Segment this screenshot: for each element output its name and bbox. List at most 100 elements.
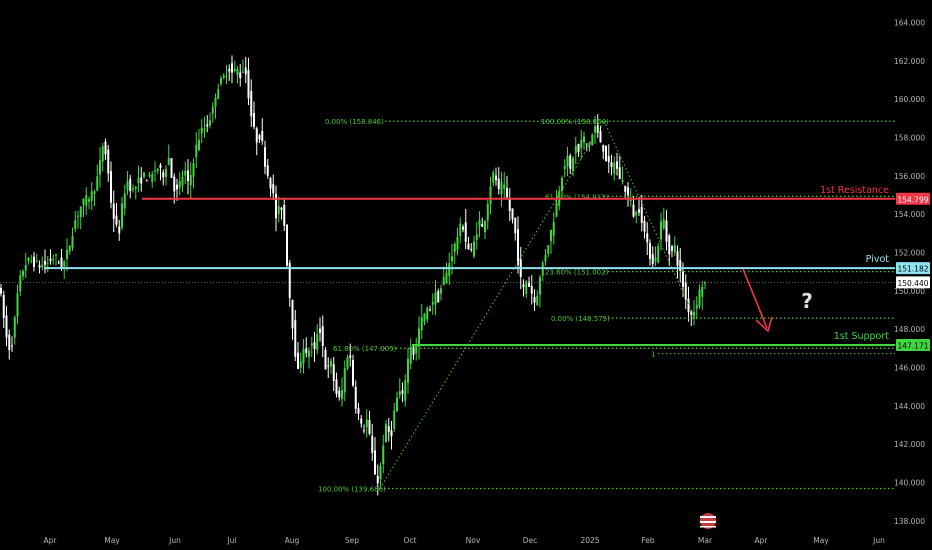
1st-support-label: 1st Support — [834, 331, 890, 342]
annotations: ? — [700, 268, 813, 529]
candle-down — [294, 320, 297, 357]
candle-up — [66, 249, 68, 259]
x-tick-label: Jun — [168, 536, 181, 545]
candle-up — [484, 220, 486, 233]
y-tick-label: 152.000 — [894, 248, 925, 257]
candle-down — [464, 222, 467, 242]
candle-up — [233, 68, 236, 71]
candle-down — [313, 342, 316, 349]
candle-up — [541, 262, 544, 276]
candle-down — [354, 386, 357, 409]
x-tick-label: Jul — [226, 536, 236, 545]
candle-up — [415, 344, 418, 354]
candle-up — [341, 390, 343, 399]
candle-up — [35, 260, 38, 262]
candle-up — [445, 272, 448, 283]
candle-down — [528, 281, 530, 287]
candle-up — [552, 221, 555, 236]
candle-up — [629, 199, 632, 201]
y-tick-label: 146.000 — [894, 363, 925, 372]
candle-up — [299, 361, 302, 368]
candle-up — [396, 397, 398, 412]
candle-down — [624, 186, 627, 192]
candle-up — [181, 176, 184, 186]
candle-down — [335, 379, 338, 395]
candle-up — [695, 305, 698, 309]
candle-down — [585, 143, 588, 145]
candle-down — [687, 298, 690, 312]
candle-down — [269, 178, 272, 189]
candle-down — [401, 390, 404, 394]
candle-up — [148, 174, 151, 177]
candle-up — [222, 75, 225, 78]
candle-up — [346, 357, 349, 369]
x-tick-label: Dec — [523, 536, 538, 545]
candle-down — [497, 178, 500, 190]
candle-up — [693, 311, 695, 317]
candle-down — [187, 170, 189, 182]
candle-up — [93, 191, 96, 194]
x-tick-label: Mar — [698, 536, 713, 545]
candle-up — [242, 71, 244, 73]
candle-down — [481, 224, 484, 227]
candle-up — [525, 281, 528, 294]
candle-up — [330, 361, 332, 367]
candle-up — [563, 166, 566, 169]
candle-up — [536, 295, 539, 306]
candle-up — [19, 275, 22, 292]
candle-down — [247, 70, 250, 99]
x-tick-label: Jun — [872, 536, 885, 545]
x-tick-label: May — [104, 536, 120, 545]
fib-label-236-upper: 23.60% (151.002) — [545, 269, 609, 277]
candle-down — [239, 72, 242, 79]
candle-up — [154, 170, 156, 172]
candle-down — [349, 355, 352, 358]
candle-up — [41, 264, 44, 268]
candle-up — [151, 174, 154, 182]
candle-down — [668, 235, 671, 255]
candle-down — [577, 143, 580, 153]
candle-down — [638, 209, 640, 213]
y-tick-label: 148.000 — [894, 325, 925, 334]
candle-up — [214, 97, 217, 107]
candle-up — [566, 156, 569, 167]
candle-down — [253, 113, 255, 127]
candle-up — [225, 75, 228, 77]
candle-down — [110, 171, 112, 203]
candle-up — [451, 256, 453, 262]
candle-down — [321, 326, 324, 346]
candle-up — [539, 277, 541, 295]
candle-down — [679, 260, 682, 272]
candle-up — [550, 229, 552, 242]
candle-up — [434, 292, 437, 305]
candle-down — [250, 91, 253, 117]
candle-up — [63, 261, 66, 267]
candle-down — [286, 224, 288, 266]
fib-label-618-upper: 61.80% (154.931) — [545, 193, 609, 201]
candle-up — [156, 168, 159, 171]
candle-down — [338, 390, 341, 398]
candle-down — [173, 176, 176, 192]
candle-up — [96, 176, 99, 191]
candle-down — [514, 217, 517, 234]
candle-up — [698, 289, 701, 307]
candle-down — [115, 215, 118, 225]
candle-down — [602, 144, 605, 152]
candle-down — [376, 475, 379, 484]
candle-up — [121, 203, 123, 228]
candle-down — [140, 177, 143, 184]
candle-up — [143, 172, 145, 177]
candle-up — [16, 293, 19, 317]
candle-up — [236, 69, 239, 76]
candle-up — [459, 223, 462, 237]
candle-up — [701, 287, 704, 297]
candle-down — [319, 328, 321, 333]
candle-down — [145, 180, 148, 182]
y-tick-label: 158.000 — [894, 133, 925, 142]
y-tick-label: 162.000 — [894, 57, 925, 66]
candle-up — [418, 328, 420, 347]
candle-up — [420, 317, 423, 331]
candle-up — [489, 186, 492, 204]
candle-up — [561, 177, 563, 191]
